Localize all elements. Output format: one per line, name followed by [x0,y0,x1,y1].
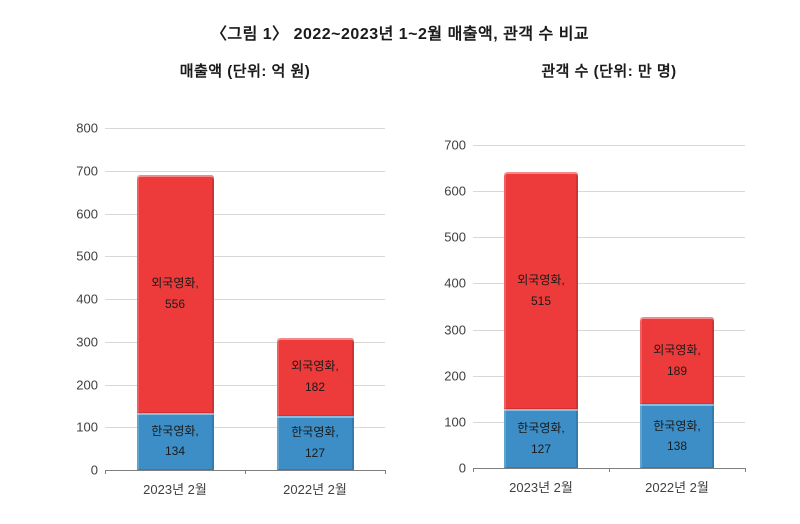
gridline [473,283,745,285]
y-tick-label: 600 [76,206,98,221]
bar-segment-label: 한국영화, 127 [517,418,565,459]
gridline [105,427,385,429]
segment-value: 127 [304,445,326,460]
plot-sales: 0 100 200 300 400 500 600 700 800 2023년 2월 한국영화, 13… [76,122,386,497]
gridline [473,375,745,377]
segment-series-name: 외국영화, [653,343,701,358]
x-axis-tick [244,470,246,474]
x-axis-tick [384,470,386,474]
gridline [473,329,745,331]
bar-segment-외국영화: 외국영화, 515 [503,171,579,410]
bar-segment-외국영화: 외국영화, 556 [136,175,214,413]
x-axis-tick [744,468,746,472]
y-tick-label: 300 [76,334,98,350]
y-tick-label: 500 [76,248,98,264]
y-tick-label: 600 [444,183,466,199]
bar-segment-한국영화: 한국영화, 127 [503,409,579,468]
y-tick-label: 100 [444,414,466,430]
x-category-label: 2022년 2월 [645,480,709,495]
y-tick-label: 400 [444,275,466,291]
stacked-bar: 한국영화, 127 외국영화, 515 [503,145,579,468]
y-tick-label: 200 [76,377,98,392]
x-category-label: 2023년 2월 [143,482,207,497]
x-axis-tick [608,468,610,472]
chart-title-audience: 관객 수 (단위: 만 명) [541,63,677,80]
gridline [105,128,385,129]
bar-segment-label: 외국영화, 515 [517,270,565,311]
bar-segment-외국영화: 외국영화, 189 [639,317,715,405]
gridline [105,256,385,258]
segment-series-name: 외국영화, [291,359,339,374]
y-tick-label: 800 [76,120,98,136]
gridline [473,145,745,146]
segment-series-name: 한국영화, [291,425,339,440]
gridline [105,213,385,215]
segment-value: 134 [164,444,186,459]
x-category-label: 2023년 2월 [509,480,573,495]
bar-segment-외국영화: 외국영화, 182 [276,337,354,416]
bar-segment-label: 한국영화, 127 [291,422,339,463]
x-category-label: 2022년 2월 [283,482,347,497]
segment-series-name: 한국영화, [653,418,701,433]
plot-audience: 0 100 200 300 400 500 600 700 2023년 2월 한국영화, 127 외국… [444,139,746,495]
y-tick-label: 500 [444,229,466,245]
bar-segment-한국영화: 한국영화, 134 [136,412,214,470]
segment-series-name: 한국영화, [151,423,199,438]
figure-title: 〈그림 1〉 2022~2023년 1~2월 매출액, 관객 수 비교 [210,26,590,43]
stacked-bar: 한국영화, 134 외국영화, 556 [136,128,214,470]
gridline [473,421,745,423]
x-axis-tick [472,468,474,472]
gridline [473,191,745,193]
gridline [473,237,745,239]
stacked-bar: 한국영화, 127 외국영화, 182 [276,128,354,470]
gridline [105,299,385,300]
gridline [105,341,385,343]
y-tick-label: 200 [444,368,466,384]
bar-segment-label: 한국영화, 134 [151,421,199,462]
y-tick-label: 0 [90,462,98,478]
segment-value: 189 [666,363,687,378]
chart-title-sales: 매출액 (단위: 억 원) [179,63,311,80]
segment-series-name: 외국영화, [151,276,199,291]
bar-segment-label: 한국영화, 138 [653,416,701,457]
bar-segment-한국영화: 한국영화, 127 [276,415,354,470]
y-tick-label: 0 [458,460,466,476]
y-tick-label: 700 [444,137,466,153]
y-tick-label: 300 [444,322,466,338]
segment-value: 515 [530,293,551,308]
segment-series-name: 한국영화, [517,421,565,436]
segment-value: 127 [530,441,551,456]
y-tick-label: 700 [76,163,98,179]
bar-segment-label: 외국영화, 182 [291,356,339,397]
bar-segment-label: 외국영화, 556 [151,273,199,314]
y-tick-label: 100 [76,419,98,435]
y-tick-label: 400 [76,291,98,307]
segment-series-name: 외국영화, [517,273,565,288]
gridline [105,384,385,386]
gridline [105,170,385,172]
stacked-bar: 한국영화, 138 외국영화, 189 [639,145,715,468]
segment-value: 182 [304,379,326,394]
bar-segment-한국영화: 한국영화, 138 [639,404,715,468]
segment-value: 556 [164,296,186,311]
x-axis-tick [104,470,106,474]
segment-value: 138 [666,439,687,454]
bar-segment-label: 외국영화, 189 [653,340,701,381]
